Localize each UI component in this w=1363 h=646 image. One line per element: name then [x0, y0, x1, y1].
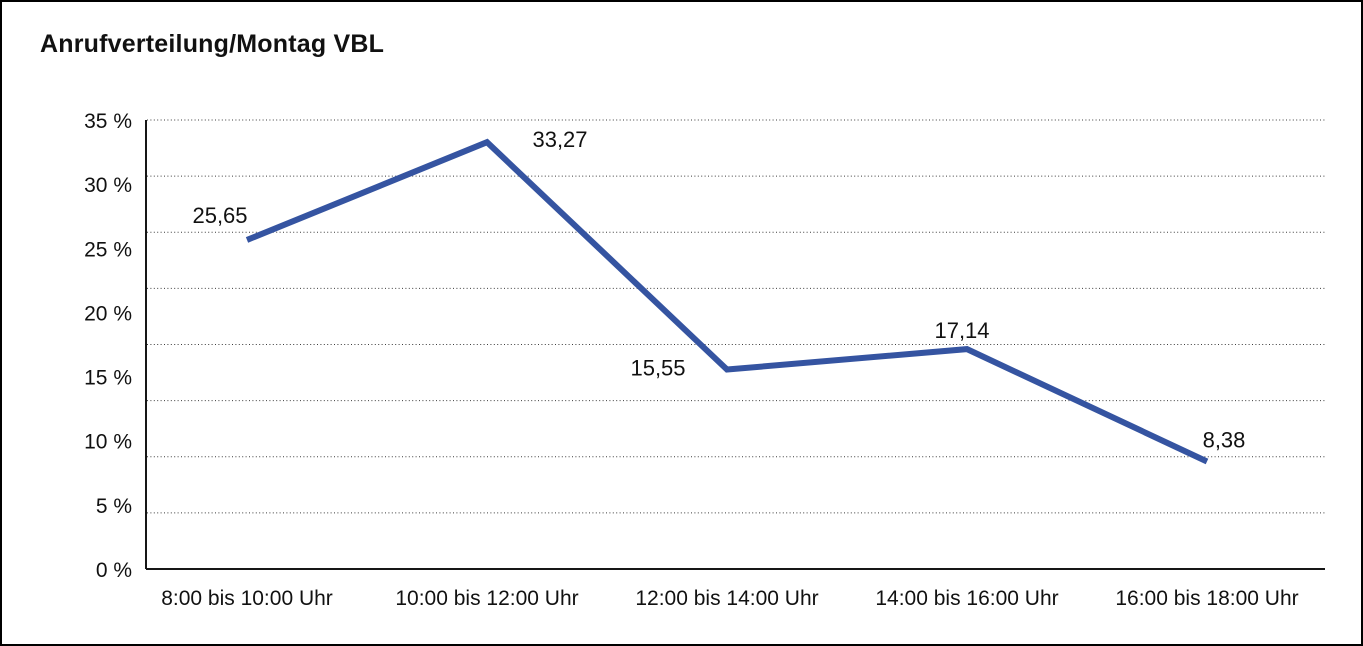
x-category-label: 12:00 bis 14:00 Uhr: [635, 587, 818, 610]
y-tick-label: 20 %: [84, 302, 132, 325]
x-category-label: 10:00 bis 12:00 Uhr: [395, 587, 578, 610]
y-tick-label: 5 %: [96, 495, 132, 518]
x-category-label: 16:00 bis 18:00 Uhr: [1115, 587, 1298, 610]
y-tick-label: 15 %: [84, 367, 132, 390]
data-point-label: 15,55: [630, 356, 685, 381]
data-point-label: 17,14: [934, 318, 989, 343]
data-point-label: 33,27: [532, 127, 587, 152]
x-category-label: 14:00 bis 16:00 Uhr: [875, 587, 1058, 610]
y-tick-label: 10 %: [84, 431, 132, 454]
x-category-label: 8:00 bis 10:00 Uhr: [161, 587, 333, 610]
y-tick-label: 0 %: [96, 559, 132, 582]
data-line: [245, 138, 1209, 465]
y-tick-label: 30 %: [84, 174, 132, 197]
y-tick-label: 25 %: [84, 238, 132, 261]
data-point-label: 25,65: [192, 203, 247, 228]
y-tick-label: 35 %: [84, 110, 132, 133]
data-point-label: 8,38: [1203, 427, 1246, 452]
chart-title: Anrufverteilung/Montag VBL: [40, 30, 385, 58]
